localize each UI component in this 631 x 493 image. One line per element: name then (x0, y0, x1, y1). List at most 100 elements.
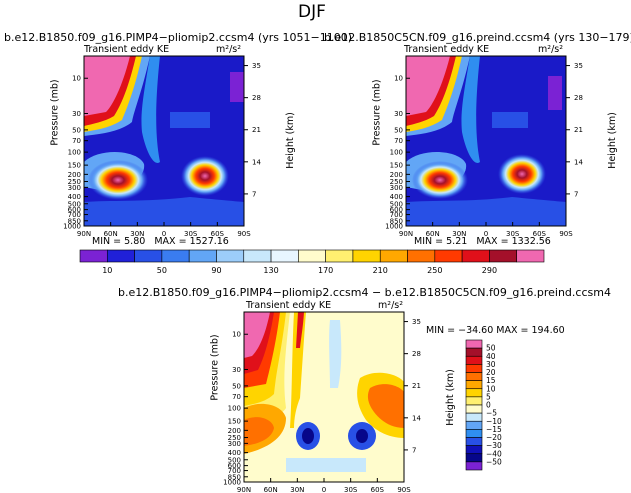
y2-tick-label: 14 (252, 158, 261, 166)
x-tick-label: 30S (184, 230, 198, 238)
abs-colorbar-label: 290 (482, 266, 497, 275)
x-tick-label: 60S (211, 230, 225, 238)
y2-tick-label: 28 (574, 94, 583, 102)
x-tick-label: 60N (264, 486, 278, 493)
abs-colorbar-label: 210 (373, 266, 388, 275)
y-tick-label: 100 (228, 405, 241, 413)
abs-colorbar-label: 10 (102, 266, 112, 275)
x-tick-label: 30S (344, 486, 358, 493)
x-tick-label: 30S (506, 230, 520, 238)
diff-colorbar-box (465, 380, 483, 390)
y2-tick-label: 7 (252, 190, 256, 198)
y-tick-label: 50 (232, 382, 241, 390)
y-tick-label: 10 (72, 75, 81, 83)
y-tick-label: 500 (68, 200, 81, 208)
abs-colorbar-box (161, 249, 190, 263)
abs-colorbar-box (325, 249, 354, 263)
x-tick-label: 90N (237, 486, 251, 493)
x-tick-label: 90S (559, 230, 573, 238)
diff-colorbar-label: 30 (486, 360, 496, 369)
x-tick-label: 90N (77, 230, 91, 238)
abs-colorbar-box (216, 249, 245, 263)
y2-tick-label: 21 (252, 126, 261, 134)
figure-title: DJF (298, 2, 326, 22)
diff-colorbar-label: −30 (486, 441, 502, 450)
x-tick-label: 60S (533, 230, 547, 238)
diff-panel-units: m²/s² (378, 300, 404, 311)
diff-colorbar-box (465, 437, 483, 446)
diff-colorbar-box (465, 355, 483, 365)
y-tick-label: 850 (228, 473, 241, 481)
y-tick-label: 300 (68, 184, 81, 192)
y-tick-label: 500 (228, 456, 241, 464)
abs-colorbar-label: 90 (211, 266, 221, 275)
y2-tick-label: 7 (412, 446, 416, 454)
diff-colorbar-box (465, 372, 483, 381)
x-tick-label: 0 (484, 230, 488, 238)
abs-colorbar-box (270, 249, 299, 263)
y-tick-label: 850 (390, 217, 403, 225)
diff-colorbar-label: 5 (486, 392, 491, 401)
right-contour-plot: 90N 60N 30N 0 30S 60S 90S103050701001502002503… (385, 55, 583, 238)
y-tick-label: 200 (228, 427, 241, 435)
left-y-axis-label: Pressure (mb) (49, 79, 61, 146)
abs-colorbar-label: 250 (427, 266, 442, 275)
x-tick-label: 60N (426, 230, 440, 238)
diff-y-axis-label: Pressure (mb) (209, 334, 221, 401)
abs-colorbar-box (243, 249, 272, 263)
diff-colorbar-label: −20 (486, 433, 502, 442)
x-tick-label: 90S (237, 230, 251, 238)
diff-panel-title: b.e12.B1850.f09_g16.PIMP4−pliomip2.ccsm4… (118, 286, 611, 299)
y-tick-label: 30 (72, 110, 81, 118)
y2-tick-label: 7 (574, 190, 578, 198)
diff-colorbar-label: 0 (486, 401, 491, 410)
x-tick-label: 0 (322, 486, 326, 493)
diff-colorbar-label: −15 (486, 425, 502, 434)
left-panel-subtitle: Transient eddy KE (84, 44, 170, 55)
y-tick-label: 70 (394, 137, 403, 145)
x-tick-label: 30N (290, 486, 304, 493)
y-tick-label: 600 (390, 206, 403, 214)
y2-tick-label: 35 (412, 318, 421, 326)
diff-colorbar-label: −5 (486, 409, 497, 418)
abs-colorbar-box (434, 249, 463, 263)
y-tick-label: 300 (228, 440, 241, 448)
abs-colorbar-label: 50 (157, 266, 167, 275)
diff-colorbar-box (465, 412, 483, 422)
abs-colorbar-box (188, 249, 217, 263)
y-tick-label: 600 (68, 206, 81, 214)
y-tick-label: 10 (394, 75, 403, 83)
y-tick-label: 1000 (63, 223, 81, 231)
y2-tick-label: 14 (412, 414, 421, 422)
diff-colorbar-label: 20 (486, 368, 496, 377)
diff-panel-subtitle: Transient eddy KE (246, 300, 332, 311)
left-panel-units: m²/s² (216, 44, 242, 55)
y-tick-label: 1000 (223, 479, 241, 487)
y2-tick-label: 14 (574, 158, 583, 166)
diff-colorbar-box (465, 364, 483, 373)
diff-colorbar-box (465, 388, 483, 398)
right-y-axis-label: Pressure (mb) (371, 79, 383, 146)
y-tick-label: 850 (68, 217, 81, 225)
x-tick-label: 90S (397, 486, 411, 493)
diff-contour-plot: 90N 60N 30N 0 30S 60S 90S103050701001502002503… (223, 311, 421, 493)
diff-colorbar-box (465, 461, 483, 471)
y2-tick-label: 35 (252, 62, 261, 70)
abs-colorbar-box (489, 249, 518, 263)
abs-colorbar: 10 50 90 130 170 210 250 290 (79, 249, 545, 275)
y2-tick-label: 28 (412, 350, 421, 358)
diff-colorbar-box (465, 429, 483, 438)
right-min-max: MIN = 5.21 MAX = 1332.56 (414, 236, 551, 247)
diff-colorbar-box (465, 339, 483, 349)
diff-colorbar-box (465, 347, 483, 357)
right-panel-units: m²/s² (538, 44, 564, 55)
y2-tick-label: 28 (252, 94, 261, 102)
diff-y2-axis-label: Height (km) (444, 369, 456, 426)
x-tick-label: 60S (371, 486, 385, 493)
y-tick-label: 100 (68, 149, 81, 157)
y-tick-label: 70 (232, 393, 241, 401)
diff-colorbar-label: −10 (486, 417, 502, 426)
right-panel-subtitle: Transient eddy KE (404, 44, 490, 55)
abs-colorbar-box (298, 249, 326, 263)
y-tick-label: 200 (390, 171, 403, 179)
